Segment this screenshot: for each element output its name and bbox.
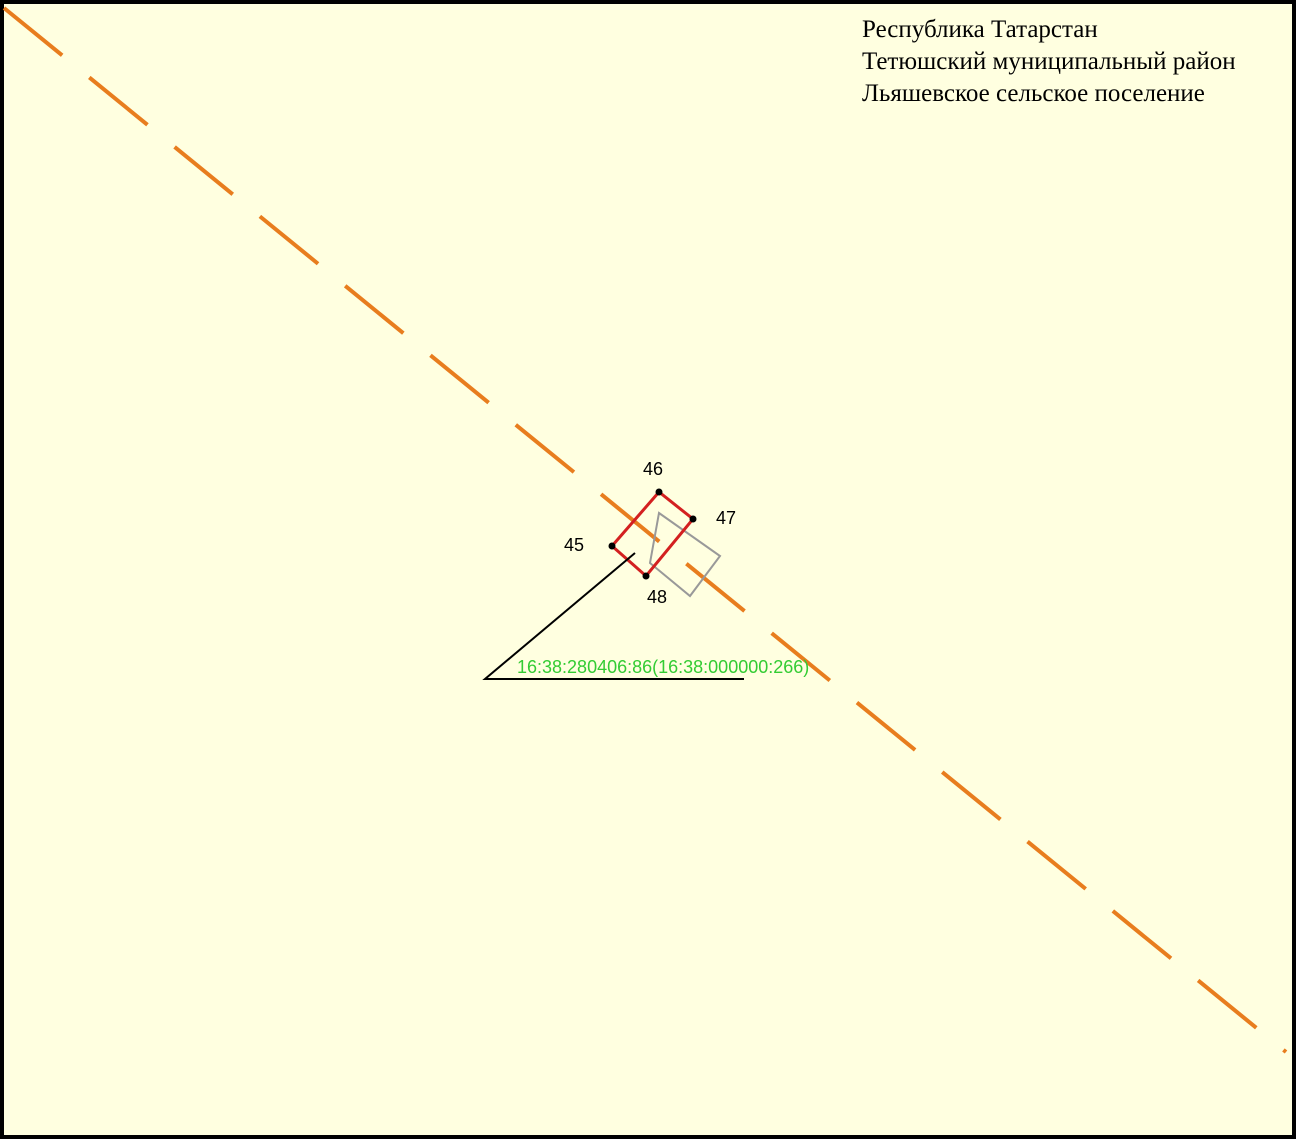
vertex <box>655 488 663 496</box>
vertices <box>608 488 697 580</box>
vertex <box>642 572 650 580</box>
building-outline <box>648 511 722 598</box>
header-line: Тетюшский муниципальный район <box>862 48 1236 75</box>
vertex <box>608 542 616 550</box>
header-line: Льяшевское сельское поселение <box>862 80 1205 107</box>
point-label: 46 <box>643 459 663 479</box>
header-line: Республика Татарстан <box>862 16 1098 43</box>
point-label: 45 <box>564 535 584 555</box>
boundary-line <box>2 6 1288 1054</box>
leader-line <box>482 552 744 680</box>
point-label: 47 <box>716 508 736 528</box>
parcel-label: 16:38:280406:86(16:38:000000:266) <box>517 657 809 677</box>
point-label: 48 <box>647 587 667 607</box>
vertex <box>689 515 697 523</box>
